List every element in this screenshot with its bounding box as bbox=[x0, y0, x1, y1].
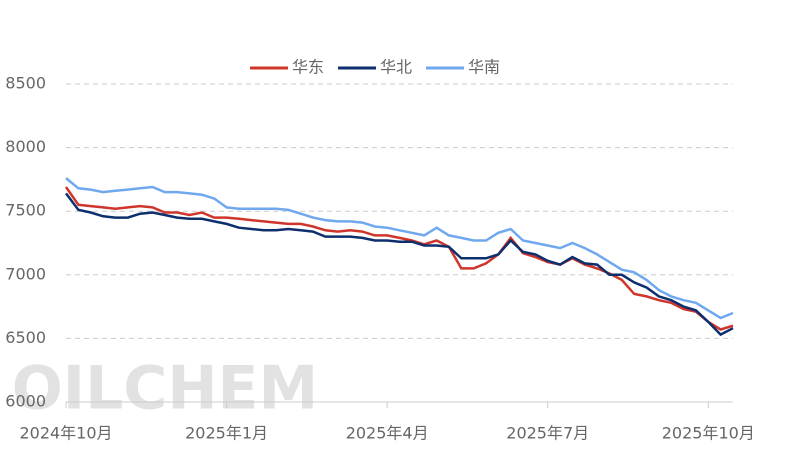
y-tick-label: 6500 bbox=[5, 328, 46, 347]
y-tick-label: 8000 bbox=[5, 137, 46, 156]
watermark: OILCHEM bbox=[12, 354, 319, 424]
x-tick-label: 2025年4月 bbox=[346, 424, 429, 443]
legend-label: 华北 bbox=[380, 58, 412, 77]
x-tick-label: 2024年10月 bbox=[19, 424, 112, 443]
legend-label: 华南 bbox=[468, 58, 500, 77]
x-tick-label: 2025年10月 bbox=[662, 424, 755, 443]
y-tick-label: 7000 bbox=[5, 264, 46, 283]
y-tick-label: 7500 bbox=[5, 201, 46, 220]
series-line bbox=[65, 177, 734, 320]
y-tick-label: 6000 bbox=[5, 392, 46, 411]
legend-label: 华东 bbox=[292, 58, 324, 77]
y-tick-label: 8500 bbox=[5, 74, 46, 93]
series-line bbox=[65, 192, 734, 337]
x-tick-label: 2025年7月 bbox=[506, 424, 589, 443]
x-tick-label: 2025年1月 bbox=[185, 424, 268, 443]
series-line bbox=[64, 186, 734, 331]
